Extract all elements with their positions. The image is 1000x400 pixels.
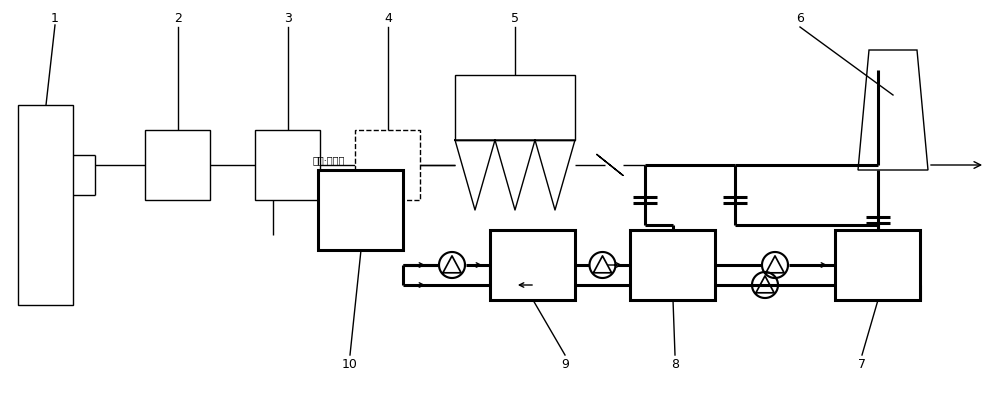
FancyBboxPatch shape bbox=[355, 130, 420, 200]
FancyBboxPatch shape bbox=[455, 75, 575, 140]
FancyBboxPatch shape bbox=[835, 230, 920, 300]
Text: 6: 6 bbox=[796, 12, 804, 24]
Text: 9: 9 bbox=[561, 358, 569, 372]
FancyBboxPatch shape bbox=[630, 230, 715, 300]
Text: 煙氣·一次風: 煙氣·一次風 bbox=[313, 155, 345, 165]
Text: 10: 10 bbox=[342, 358, 358, 372]
Text: 2: 2 bbox=[174, 12, 182, 24]
Text: 8: 8 bbox=[671, 358, 679, 372]
Text: 4: 4 bbox=[384, 12, 392, 24]
Text: 3: 3 bbox=[284, 12, 292, 24]
FancyBboxPatch shape bbox=[18, 105, 73, 305]
FancyBboxPatch shape bbox=[255, 130, 320, 200]
FancyBboxPatch shape bbox=[145, 130, 210, 200]
FancyBboxPatch shape bbox=[318, 170, 403, 250]
FancyBboxPatch shape bbox=[490, 230, 575, 300]
Text: 7: 7 bbox=[858, 358, 866, 372]
Text: 5: 5 bbox=[511, 12, 519, 24]
Text: 1: 1 bbox=[51, 12, 59, 24]
